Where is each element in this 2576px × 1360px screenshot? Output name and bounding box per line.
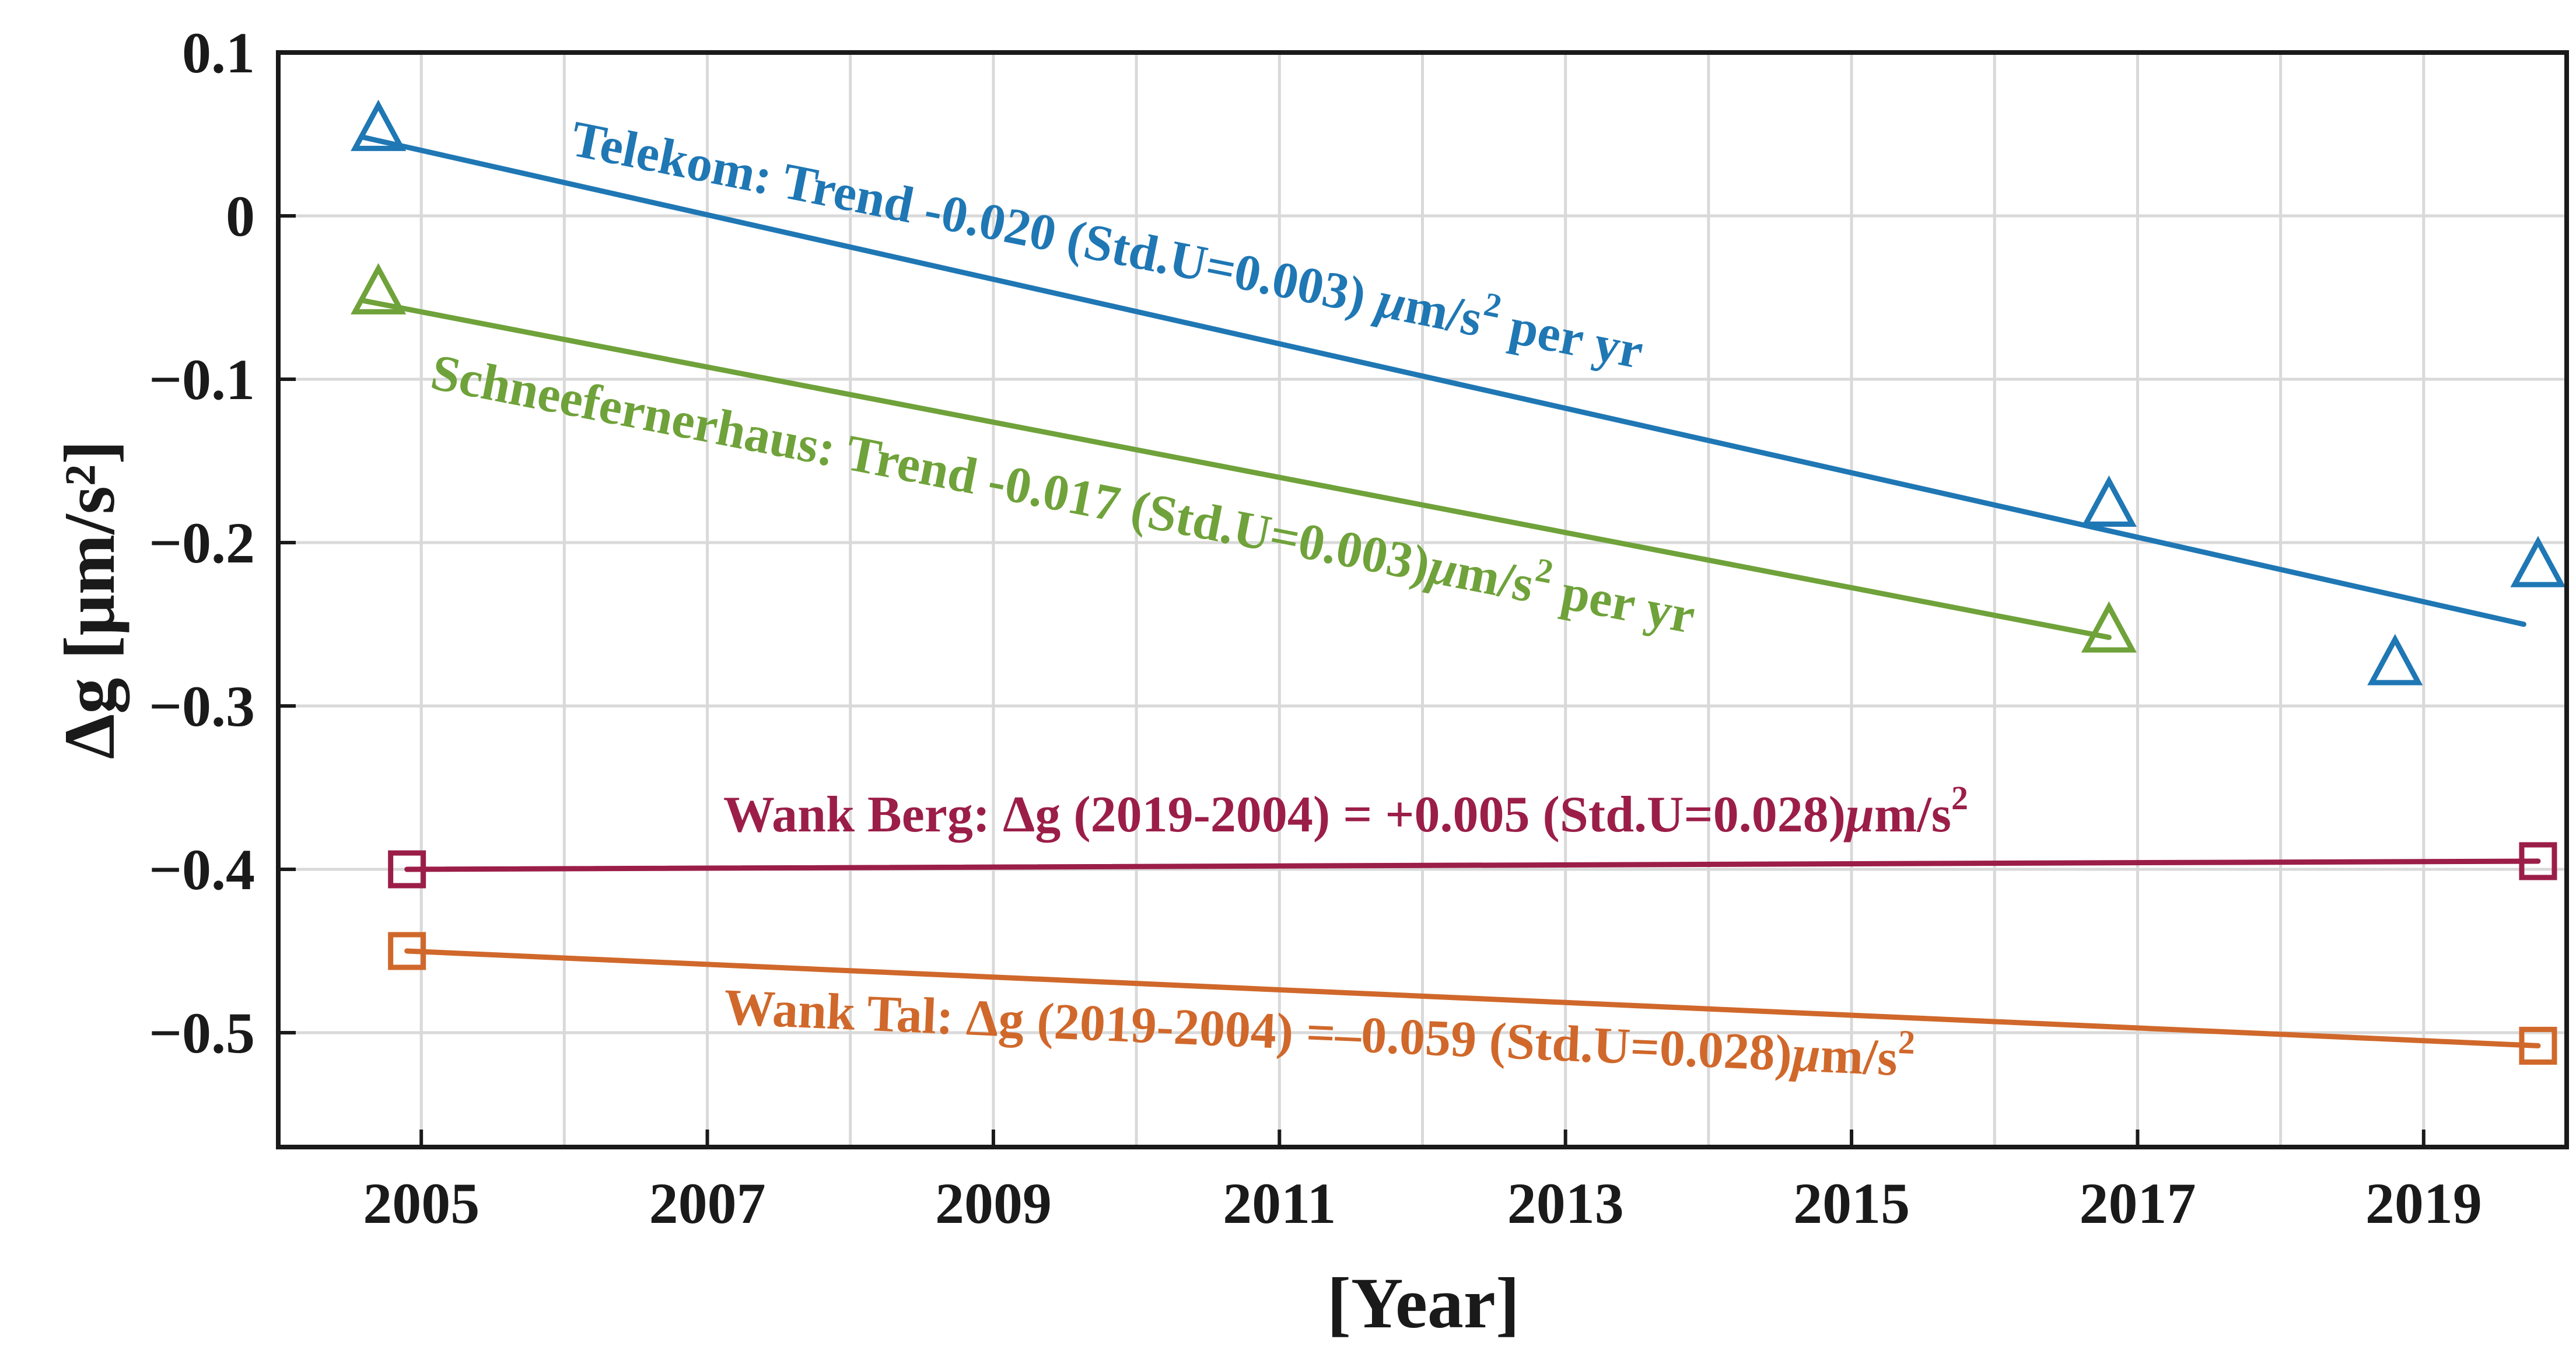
plot-frame [276,50,2569,1149]
x-tick-label: 2007 [649,1171,766,1236]
marker-schneefernerhaus [351,263,407,314]
trend-line-wank-tal [404,948,2541,1048]
y-tick-label: −0.2 [149,511,255,575]
x-tick-label: 2009 [935,1171,1052,1236]
y-tick-label: −0.4 [149,837,255,902]
marker-telekom [2367,634,2423,686]
marker-telekom [2081,475,2137,527]
marker-wank-tal [2519,1026,2557,1065]
marker-telekom [2510,536,2566,588]
y-tick-label: −0.5 [149,1001,255,1065]
grid-lines [278,53,2567,1147]
marker-wank-berg [388,850,426,889]
trend-line-schneefernerhaus [361,298,2112,640]
y-tick-label: −0.1 [149,347,255,412]
data-markers [351,99,2566,1065]
axis-ticks: 2005 2007 2009 2011 2013 2015 2017 2019 0.1 0 −0.1… [149,20,2482,1236]
trend-lines [361,135,2541,1048]
x-tick-label: 2011 [1223,1171,1336,1236]
x-tick-label: 2013 [1507,1171,1624,1236]
x-tick-label: 2017 [2079,1171,2196,1236]
trend-line-wank-berg [404,858,2541,872]
y-axis-title: Δg [μm/s²] [50,440,130,760]
y-tick-label: 0.1 [182,20,255,85]
annotation-wank-berg: Wank Berg: Δg (2019-2004) = +0.005 (Std.… [723,779,1968,843]
x-tick-label: 2019 [2365,1171,2482,1236]
marker-telekom [351,99,407,151]
y-tick-label: 0 [226,184,255,249]
marker-wank-tal [388,932,426,970]
marker-wank-berg [2519,842,2557,880]
x-axis-title: [Year] [1327,1263,1520,1343]
y-tick-label: −0.3 [149,674,255,739]
x-tick-label: 2015 [1793,1171,1910,1236]
x-tick-label: 2005 [363,1171,480,1236]
trend-line-telekom [361,135,2526,627]
marker-schneefernerhaus [2081,601,2137,653]
